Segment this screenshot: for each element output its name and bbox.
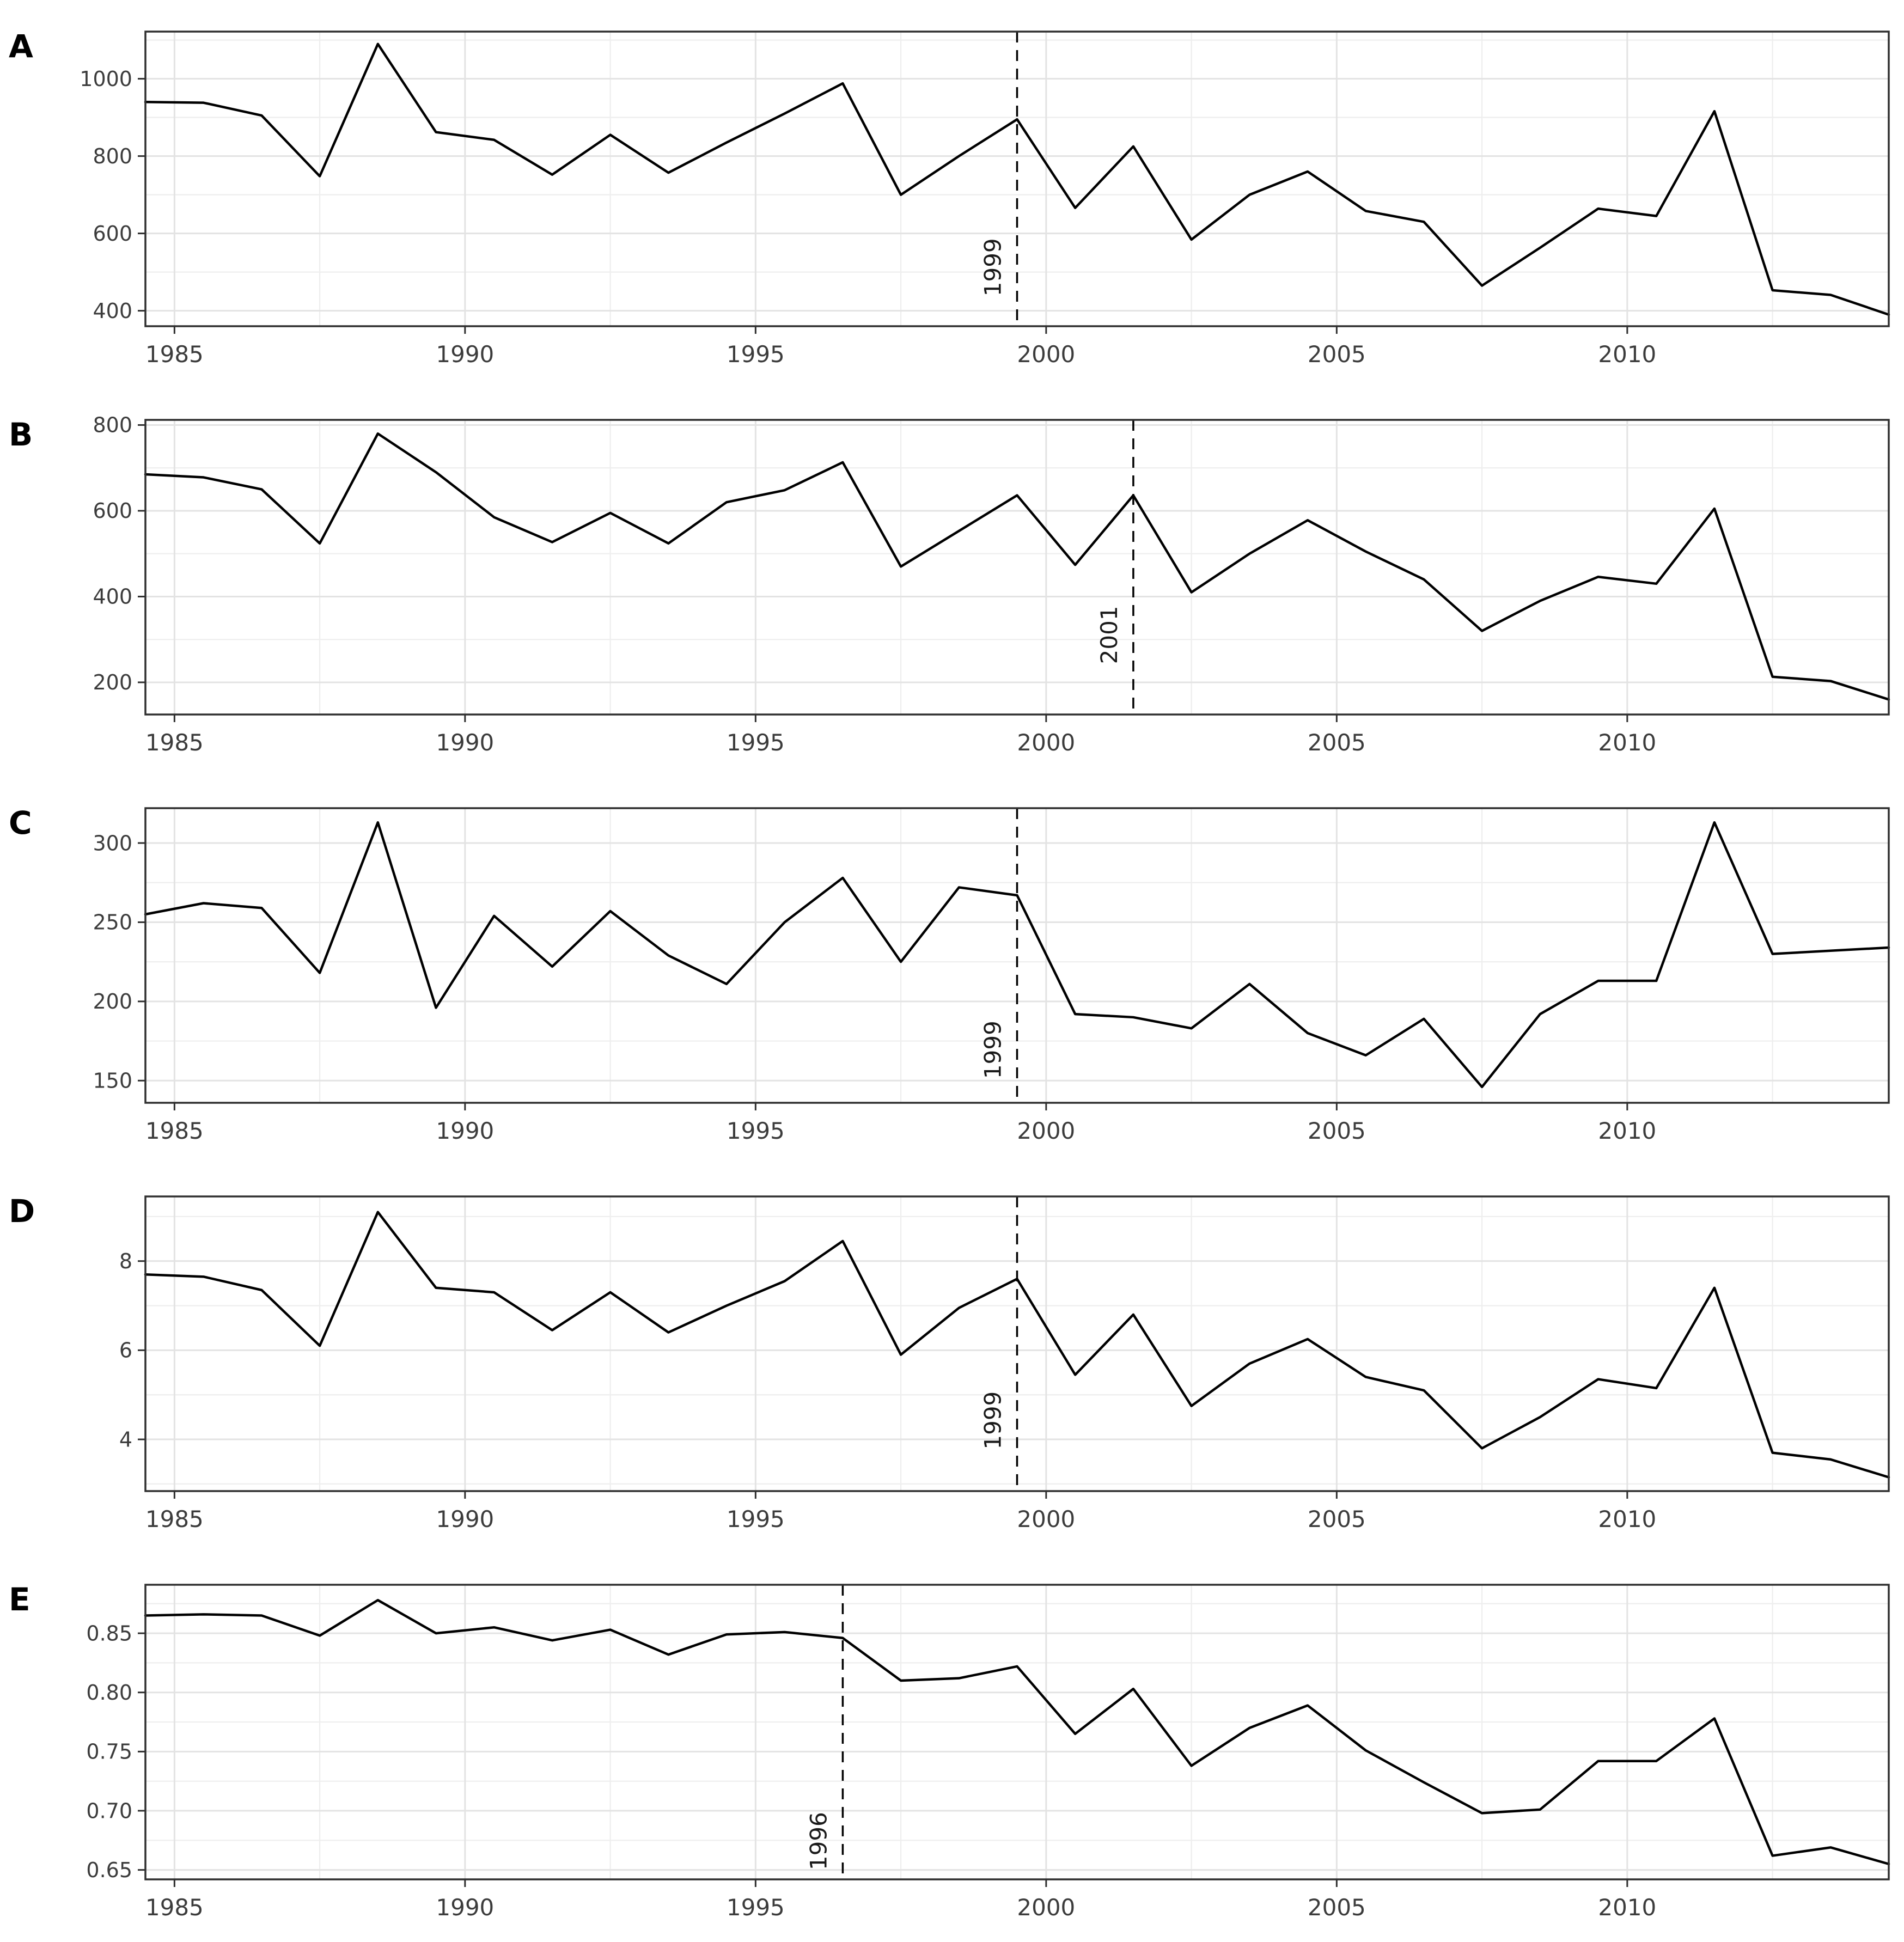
series-line xyxy=(144,42,1890,316)
event-year-label: 1999 xyxy=(980,238,1006,296)
x-tick-label: 1985 xyxy=(145,341,204,368)
y-tick-label: 600 xyxy=(93,499,132,523)
y-tick-label: 200 xyxy=(93,670,132,694)
event-year-label: 1999 xyxy=(980,1021,1006,1079)
panel-border xyxy=(144,1195,1890,1492)
panel-row-e: 1996 1985 1990 1995 2000 2005 2010 0.65 0.70 0.75… xyxy=(0,1553,1904,1942)
panel-border xyxy=(144,419,1890,716)
x-tick-label: 2000 xyxy=(1017,1894,1075,1921)
event-year-label: 1996 xyxy=(805,1812,832,1870)
panel-b-chart: 2001 1985 1990 1995 2000 2005 2010 200 400 600 800 xyxy=(93,413,1890,756)
x-tick-label: 2005 xyxy=(1308,341,1366,368)
series-line xyxy=(144,432,1890,701)
panel-e-chart: 1996 1985 1990 1995 2000 2005 2010 0.65 0.70 0.75… xyxy=(86,1584,1890,1921)
panel-b-label: B xyxy=(9,416,33,453)
y-tick-label: 4 xyxy=(119,1427,132,1451)
x-tick-label: 1995 xyxy=(727,1117,785,1144)
x-tick-label: 1985 xyxy=(145,729,204,756)
x-tick-label: 1990 xyxy=(436,1117,494,1144)
panel-d-label: D xyxy=(9,1193,35,1230)
y-tick-label: 0.70 xyxy=(86,1799,132,1823)
y-tick-label: 0.75 xyxy=(86,1740,132,1764)
y-tick-label: 6 xyxy=(119,1339,132,1363)
panel-e-label: E xyxy=(9,1581,30,1618)
x-tick-label: 1990 xyxy=(436,729,494,756)
y-tick-label: 0.80 xyxy=(86,1681,132,1705)
panel-row-d: 1999 1985 1990 1995 2000 2005 2010 4 6 8 D xyxy=(0,1165,1904,1554)
x-tick-label: 2000 xyxy=(1017,341,1075,368)
y-tick-label: 600 xyxy=(93,222,132,246)
panel-border xyxy=(144,30,1890,327)
x-tick-label: 2010 xyxy=(1598,729,1656,756)
panel-d-chart: 1999 1985 1990 1995 2000 2005 2010 4 6 8 xyxy=(119,1195,1890,1532)
x-tick-label: 1995 xyxy=(727,341,785,368)
x-tick-label: 1990 xyxy=(436,1894,494,1921)
x-tick-label: 2010 xyxy=(1598,1894,1656,1921)
x-tick-label: 2000 xyxy=(1017,1117,1075,1144)
x-tick-label: 2005 xyxy=(1308,729,1366,756)
panel-c-label: C xyxy=(9,804,32,841)
x-tick-label: 2010 xyxy=(1598,341,1656,368)
series-line xyxy=(144,821,1890,1089)
panel-border xyxy=(144,807,1890,1104)
x-tick-label: 1990 xyxy=(436,341,494,368)
panel-c-chart: 1999 1985 1990 1995 2000 2005 2010 150 200 250 300 xyxy=(93,807,1890,1144)
y-tick-label: 8 xyxy=(119,1249,132,1273)
panel-row-a: 1999 1985 1990 1995 2000 2005 2010 400 600 800 100… xyxy=(0,0,1904,389)
y-tick-label: 250 xyxy=(93,911,132,935)
panel-a-label: A xyxy=(9,28,33,65)
y-tick-label: 400 xyxy=(93,299,132,323)
y-tick-label: 300 xyxy=(93,831,132,855)
panel-row-b: 2001 1985 1990 1995 2000 2005 2010 200 400 600 800… xyxy=(0,388,1904,777)
x-tick-label: 1985 xyxy=(145,1117,204,1144)
x-tick-label: 2005 xyxy=(1308,1506,1366,1532)
panel-a-chart: 1999 1985 1990 1995 2000 2005 2010 400 600 800 100… xyxy=(80,30,1890,368)
event-year-label: 1999 xyxy=(980,1391,1006,1450)
panel-border xyxy=(144,1584,1890,1880)
x-tick-label: 2000 xyxy=(1017,1506,1075,1532)
y-tick-label: 200 xyxy=(93,990,132,1013)
x-tick-label: 2000 xyxy=(1017,729,1075,756)
panel-row-c: 1999 1985 1990 1995 2000 2005 2010 150 200 250 300… xyxy=(0,777,1904,1165)
y-tick-label: 400 xyxy=(93,585,132,609)
y-tick-label: 800 xyxy=(93,413,132,437)
series-line xyxy=(144,1598,1890,1866)
x-tick-label: 1990 xyxy=(436,1506,494,1532)
x-tick-label: 2010 xyxy=(1598,1117,1656,1144)
x-tick-label: 1995 xyxy=(727,1894,785,1921)
event-year-label: 2001 xyxy=(1096,606,1122,664)
x-tick-label: 1985 xyxy=(145,1894,204,1921)
x-tick-label: 1995 xyxy=(727,729,785,756)
y-tick-label: 800 xyxy=(93,144,132,168)
y-tick-label: 1000 xyxy=(80,67,132,91)
x-tick-label: 1985 xyxy=(145,1506,204,1532)
x-tick-label: 2005 xyxy=(1308,1117,1366,1144)
y-tick-label: 0.85 xyxy=(86,1621,132,1645)
x-tick-label: 1995 xyxy=(727,1506,785,1532)
x-tick-label: 2010 xyxy=(1598,1506,1656,1532)
y-tick-label: 150 xyxy=(93,1069,132,1093)
y-tick-label: 0.65 xyxy=(86,1858,132,1882)
panel-background xyxy=(145,420,1889,714)
x-tick-label: 2005 xyxy=(1308,1894,1366,1921)
